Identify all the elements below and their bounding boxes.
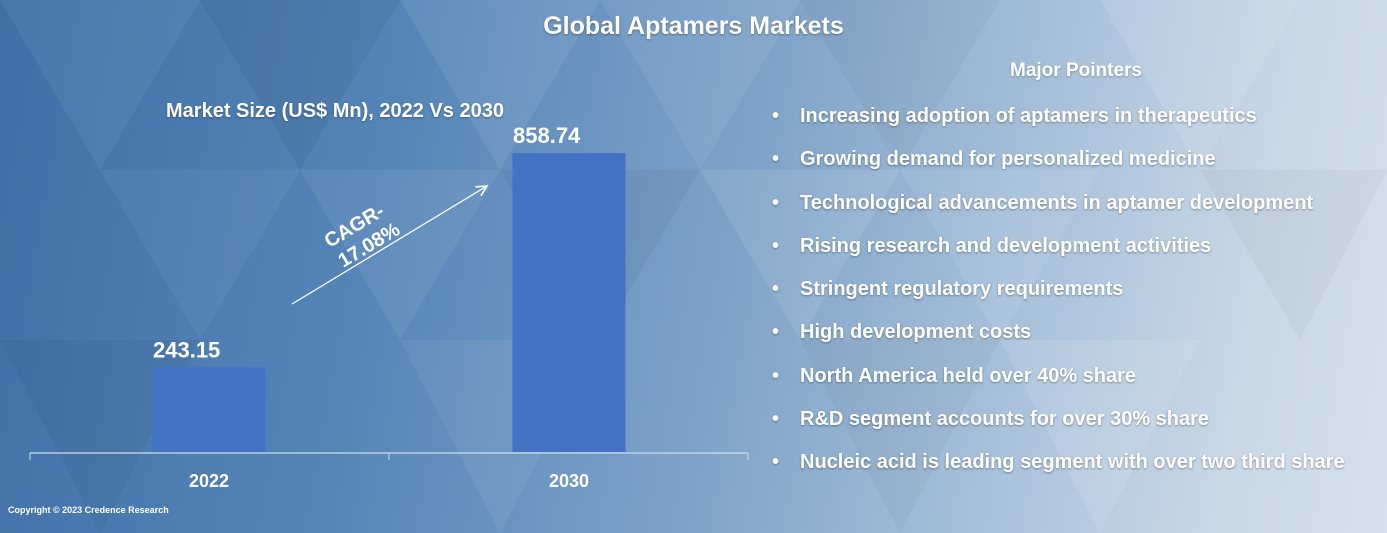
- cagr-arrow: [291, 186, 487, 305]
- pointer-item: North America held over 40% share: [772, 355, 1372, 399]
- cagr-annotation: CAGR- 17.08%: [321, 197, 406, 273]
- pointers-heading: Major Pointers: [1010, 60, 1142, 81]
- pointer-item: Increasing adoption of aptamers in thera…: [772, 95, 1372, 139]
- pointer-item: Growing demand for personalized medicine: [772, 138, 1372, 182]
- pointer-item: Technological advancements in aptamer de…: [772, 182, 1372, 226]
- pointer-item: Rising research and development activiti…: [772, 225, 1372, 269]
- bar-2030: [512, 153, 626, 452]
- bar-2022: [152, 367, 266, 452]
- pointer-item: High development costs: [772, 311, 1372, 355]
- pointers-list: Increasing adoption of aptamers in thera…: [772, 95, 1372, 485]
- pointer-item: R&D segment accounts for over 30% share: [772, 398, 1372, 442]
- page-title: Global Aptamers Markets: [543, 12, 844, 40]
- x-tick-label: 2030: [549, 471, 589, 491]
- data-label: 858.74: [513, 123, 581, 148]
- copyright-notice: Copyright © 2023 Credence Research: [8, 505, 169, 515]
- data-label: 243.15: [153, 337, 220, 362]
- x-tick-label: 2022: [189, 471, 229, 491]
- chart-title: Market Size (US$ Mn), 2022 Vs 2030: [166, 100, 504, 122]
- bar-chart: CAGR- 17.08% 243.15 2022 858.74 2030: [29, 123, 749, 491]
- pointer-item: Nucleic acid is leading segment with ove…: [772, 441, 1372, 485]
- pointer-item: Stringent regulatory requirements: [772, 268, 1372, 312]
